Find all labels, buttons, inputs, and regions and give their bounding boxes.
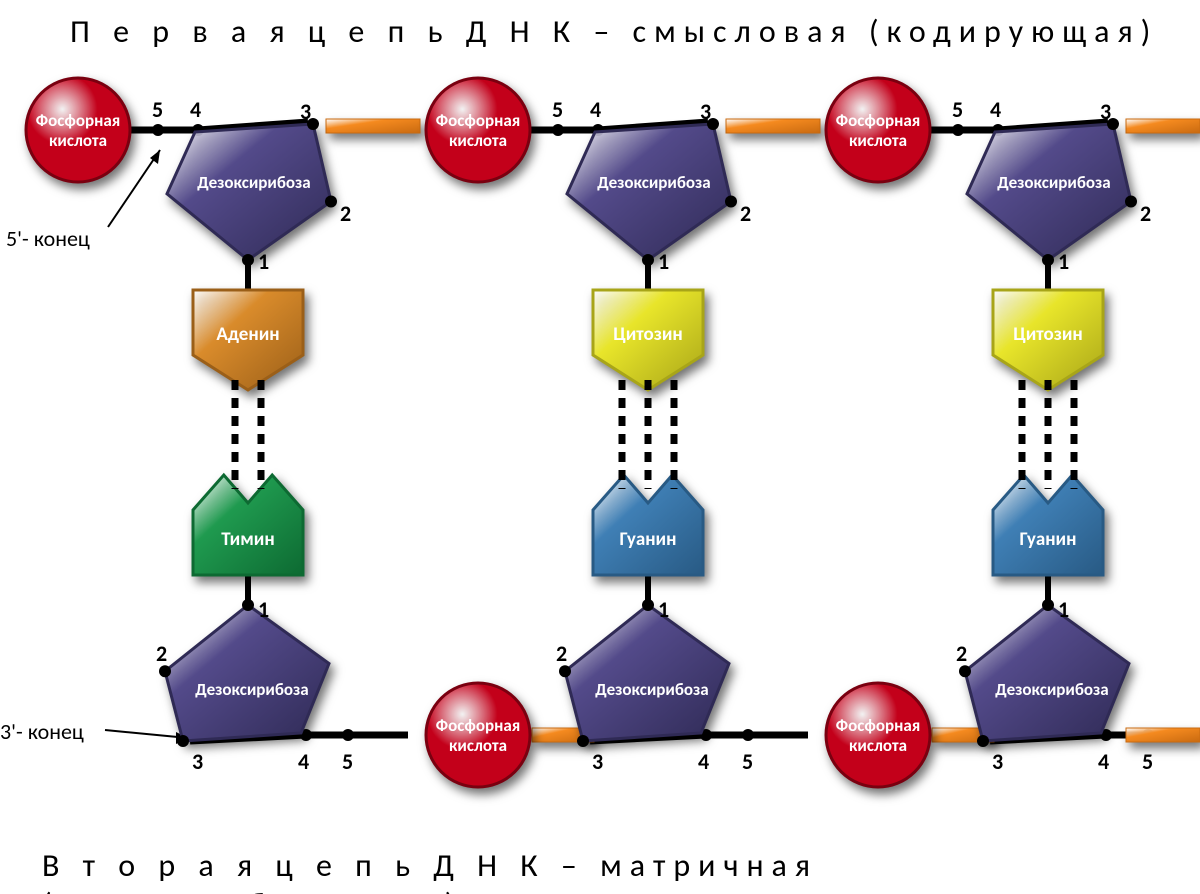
carbon-3: 3 [592,748,603,775]
carbon-3: 3 [192,748,203,775]
svg-text:Дезоксирибоза: Дезоксирибоза [595,679,708,700]
carbon-2: 2 [956,640,967,667]
svg-text:Фосфорная: Фосфорная [36,110,120,131]
svg-text:Цитозин: Цитозин [1013,323,1083,346]
carbon-1: 1 [258,248,269,275]
carbon-1: 1 [658,596,669,623]
svg-text:Цитозин: Цитозин [613,323,683,346]
svg-text:Гуанин: Гуанин [1020,528,1077,551]
carbon-1: 1 [658,248,669,275]
carbon-5: 5 [552,96,563,123]
svg-text:Фосфорная: Фосфорная [836,715,920,736]
svg-text:Аденин: Аденин [216,323,279,346]
carbon-3: 3 [1100,98,1111,125]
svg-text:кислота: кислота [849,735,907,756]
svg-text:кислота: кислота [849,130,907,151]
svg-text:Дезоксирибоза: Дезоксирибоза [195,679,308,700]
svg-text:Гуанин: Гуанин [620,528,677,551]
carbon-4: 4 [590,96,601,123]
svg-text:кислота: кислота [449,130,507,151]
carbon-2: 2 [740,200,751,227]
svg-text:Дезоксирибоза: Дезоксирибоза [997,172,1110,193]
carbon-5: 5 [342,748,353,775]
carbon-4: 4 [298,748,309,775]
carbon-4: 4 [1098,748,1109,775]
svg-text:Фосфорная: Фосфорная [436,715,520,736]
carbon-2: 2 [556,640,567,667]
svg-text:кислота: кислота [449,735,507,756]
carbon-5: 5 [1142,748,1153,775]
carbon-2: 2 [156,640,167,667]
carbon-3: 3 [700,98,711,125]
svg-text:Фосфорная: Фосфорная [436,110,520,131]
svg-text:Тимин: Тимин [221,528,274,551]
carbon-3: 3 [300,98,311,125]
carbon-4: 4 [698,748,709,775]
svg-text:Дезоксирибоза: Дезоксирибоза [597,172,710,193]
carbon-2: 2 [340,200,351,227]
carbon-1: 1 [258,596,269,623]
carbon-1: 1 [1058,596,1069,623]
carbon-1: 1 [1058,248,1069,275]
carbon-5: 5 [742,748,753,775]
svg-text:Дезоксирибоза: Дезоксирибоза [197,172,310,193]
carbon-3: 3 [992,748,1003,775]
carbon-5: 5 [152,96,163,123]
svg-text:Фосфорная: Фосфорная [836,110,920,131]
svg-text:Дезоксирибоза: Дезоксирибоза [995,679,1108,700]
svg-text:кислота: кислота [49,130,107,151]
carbon-2: 2 [1140,200,1151,227]
carbon-4: 4 [990,96,1001,123]
carbon-4: 4 [190,96,201,123]
carbon-5: 5 [952,96,963,123]
